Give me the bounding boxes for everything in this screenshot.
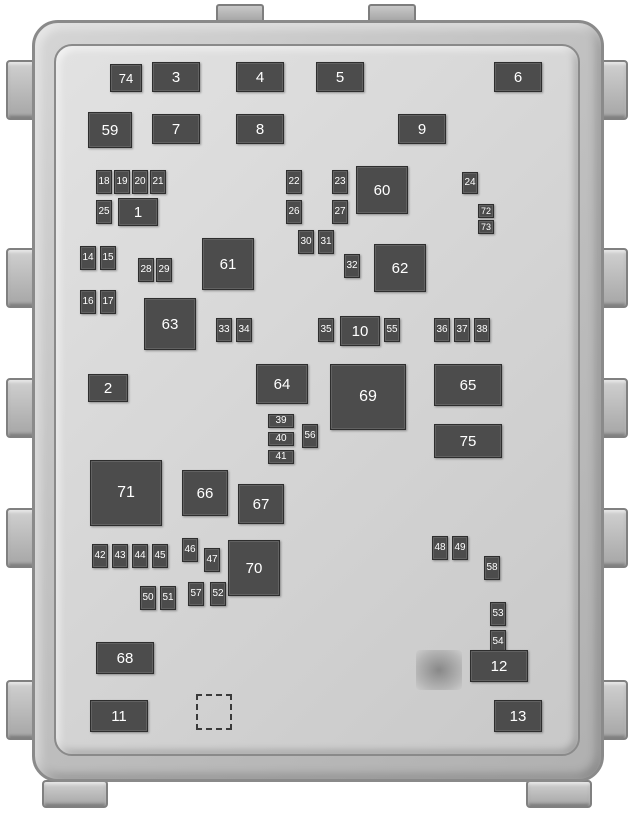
fuse-63: 63 [144,298,196,350]
fuse-23: 23 [332,170,348,194]
fuse-8: 8 [236,114,284,144]
fuse-51: 51 [160,586,176,610]
fuse-62: 62 [374,244,426,292]
fuse-35: 35 [318,318,334,342]
fuse-43: 43 [112,544,128,568]
fuse-16: 16 [80,290,96,314]
fuse-6: 6 [494,62,542,92]
fuse-38: 38 [474,318,490,342]
fuse-12: 12 [470,650,528,682]
fuse-4: 4 [236,62,284,92]
housing-tab [42,780,108,808]
fuse-33: 33 [216,318,232,342]
fuse-10: 10 [340,316,380,346]
fuse-68: 68 [96,642,154,674]
fuse-58: 58 [484,556,500,580]
fuse-47: 47 [204,548,220,572]
fuse-55: 55 [384,318,400,342]
fuse-44: 44 [132,544,148,568]
fuse-14: 14 [80,246,96,270]
fuse-48: 48 [432,536,448,560]
fuse-56: 56 [302,424,318,448]
fuse-36: 36 [434,318,450,342]
fuse-49: 49 [452,536,468,560]
fuse-46: 46 [182,538,198,562]
fuse-50: 50 [140,586,156,610]
fuse-9: 9 [398,114,446,144]
fuse-7: 7 [152,114,200,144]
fuse-5: 5 [316,62,364,92]
fuse-21: 21 [150,170,166,194]
fuse-11: 11 [90,700,148,732]
fuse-73: 73 [478,220,494,234]
fuse-74: 74 [110,64,142,92]
fuse-25: 25 [96,200,112,224]
fuse-32: 32 [344,254,360,278]
dashed-slot [196,694,232,730]
fuse-42: 42 [92,544,108,568]
fuse-53: 53 [490,602,506,626]
fuse-2: 2 [88,374,128,402]
fuse-61: 61 [202,238,254,290]
fuse-31: 31 [318,230,334,254]
fuse-41: 41 [268,450,294,464]
fuse-71: 71 [90,460,162,526]
fuse-22: 22 [286,170,302,194]
fuse-69: 69 [330,364,406,430]
fuse-27: 27 [332,200,348,224]
fuse-15: 15 [100,246,116,270]
fuse-67: 67 [238,484,284,524]
fuse-45: 45 [152,544,168,568]
fuse-65: 65 [434,364,502,406]
fuse-59: 59 [88,112,132,148]
fuse-70: 70 [228,540,280,596]
fuse-34: 34 [236,318,252,342]
fuse-28: 28 [138,258,154,282]
fuse-17: 17 [100,290,116,314]
fuse-20: 20 [132,170,148,194]
fuse-39: 39 [268,414,294,428]
fuse-72: 72 [478,204,494,218]
faded-component [416,650,462,690]
fuse-29: 29 [156,258,172,282]
fuse-19: 19 [114,170,130,194]
fuse-40: 40 [268,432,294,446]
fuse-box-diagram: 7434565978918192021222324602512627727314… [0,0,630,816]
fuse-75: 75 [434,424,502,458]
fuse-18: 18 [96,170,112,194]
fuse-66: 66 [182,470,228,516]
fuse-64: 64 [256,364,308,404]
fuse-52: 52 [210,582,226,606]
fuse-26: 26 [286,200,302,224]
fuse-1: 1 [118,198,158,226]
fuse-13: 13 [494,700,542,732]
fuse-30: 30 [298,230,314,254]
fuse-24: 24 [462,172,478,194]
fuse-60: 60 [356,166,408,214]
fuse-37: 37 [454,318,470,342]
fuse-57: 57 [188,582,204,606]
housing-tab [526,780,592,808]
fuse-3: 3 [152,62,200,92]
